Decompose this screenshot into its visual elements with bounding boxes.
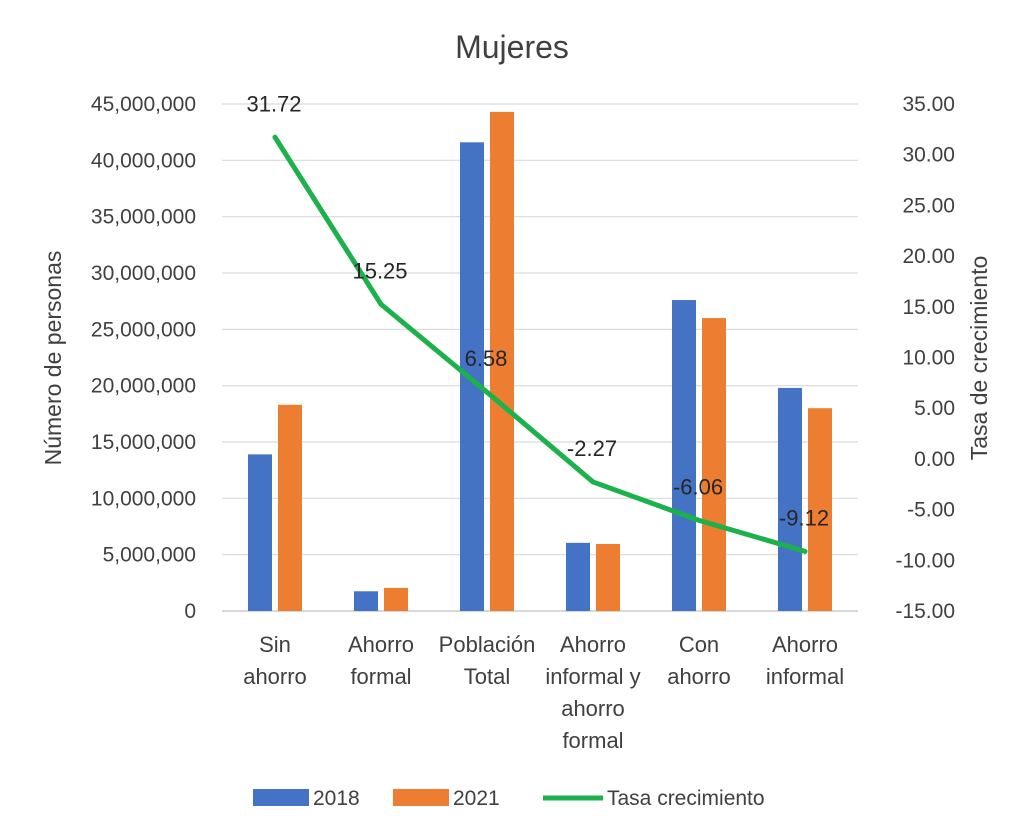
category-label-line: Ahorro [772,632,838,657]
category-label-line: informal y [545,664,640,689]
category-label: Ahorro informal [766,632,844,689]
legend-label: 2018 [313,787,360,810]
category-label-line: Ahorro [348,632,414,657]
bar-2018-3 [566,542,590,611]
category-label-line: formal [562,728,623,753]
left-tick-label: 25,000,000 [91,318,196,341]
left-tick-label: 35,000,000 [91,206,196,229]
category-label-line: Sin [259,632,291,657]
legend-label: Tasa crecimiento [607,787,765,810]
growth-rate-line [272,134,808,554]
category-label-line: Total [464,664,510,689]
bar-2021-0 [278,404,302,611]
bar-2021-3 [596,543,620,611]
left-tick-label: 0 [184,600,196,623]
growth-point-0 [272,134,278,140]
right-tick-label: -5.00 [907,499,955,522]
legend-label: 2021 [453,787,500,810]
left-axis-title: Número de personas [40,251,66,466]
right-tick-label: 10.00 [902,347,955,370]
left-axis-ticks: 0 5,000,000 10,000,000 15,000,000 20,000,000… [91,93,196,623]
category-label: Ahorro formal [348,632,414,689]
growth-data-label: -6.06 [673,474,723,499]
left-tick-label: 15,000,000 [91,431,196,454]
legend: 2018 2021 Tasa crecimiento [253,787,765,810]
left-tick-label: 10,000,000 [91,487,196,510]
bars-group [248,111,832,612]
category-label-line: ahorro [667,664,731,689]
growth-point-2 [484,389,490,395]
left-tick-label: 30,000,000 [91,262,196,285]
bar-2021-1 [384,587,408,611]
right-axis-ticks: -15.00 -10.00 -5.00 0.00 5.00 10.00 15.00 20.00… [895,93,955,623]
right-tick-label: 15.00 [902,296,955,319]
left-tick-label: 45,000,000 [91,93,196,116]
category-label-line: Población [439,632,536,657]
right-tick-label: 5.00 [914,397,955,420]
category-label: Con ahorro [667,632,731,689]
bar-2021-2 [490,111,514,612]
growth-data-label: -2.27 [567,436,617,461]
growth-point-4 [696,517,702,523]
right-axis-title: Tasa de crecimiento [966,256,992,461]
data-labels-group: 31.72 15.25 6.58 -2.27 -6.06 -9.12 [246,91,829,530]
growth-data-label: 31.72 [246,91,301,116]
right-tick-label: -15.00 [895,600,955,623]
left-tick-label: 40,000,000 [91,149,196,172]
category-label-line: Con [679,632,719,657]
bar-2021-5 [808,408,832,611]
growth-data-label: -9.12 [779,505,829,530]
bar-2021-4 [702,318,726,611]
legend-swatch-2018 [253,789,309,806]
left-tick-label: 20,000,000 [91,375,196,398]
chart-title: Mujeres [455,29,569,65]
right-tick-label: 25.00 [902,194,955,217]
category-label-line: ahorro [243,664,307,689]
bar-2018-1 [354,591,378,611]
category-label-line: formal [350,664,411,689]
category-label: Sin ahorro [243,632,307,689]
growth-data-label: 6.58 [465,346,508,371]
right-tick-label: 35.00 [902,93,955,116]
growth-line-group [272,134,808,554]
category-labels: Sin ahorro Ahorro formal Población Total Ahorr… [243,632,844,753]
growth-point-5 [802,548,808,554]
legend-swatch-2021 [393,789,449,806]
category-label-line: ahorro [561,696,625,721]
bar-2018-0 [248,454,272,611]
left-tick-label: 5,000,000 [103,544,196,567]
bar-2018-5 [778,387,802,611]
right-tick-label: -10.00 [895,549,955,572]
growth-point-1 [378,301,384,307]
bar-2018-4 [672,300,696,611]
category-label: Población Total [439,632,536,689]
right-tick-label: 20.00 [902,245,955,268]
category-label-line: Ahorro [560,632,626,657]
gridlines [222,103,858,612]
growth-data-label: 15.25 [352,258,407,283]
growth-point-3 [590,479,596,485]
category-label: Ahorro informal y ahorro formal [545,632,640,753]
right-tick-label: 30.00 [902,144,955,167]
right-tick-label: 0.00 [914,448,955,471]
category-label-line: informal [766,664,844,689]
